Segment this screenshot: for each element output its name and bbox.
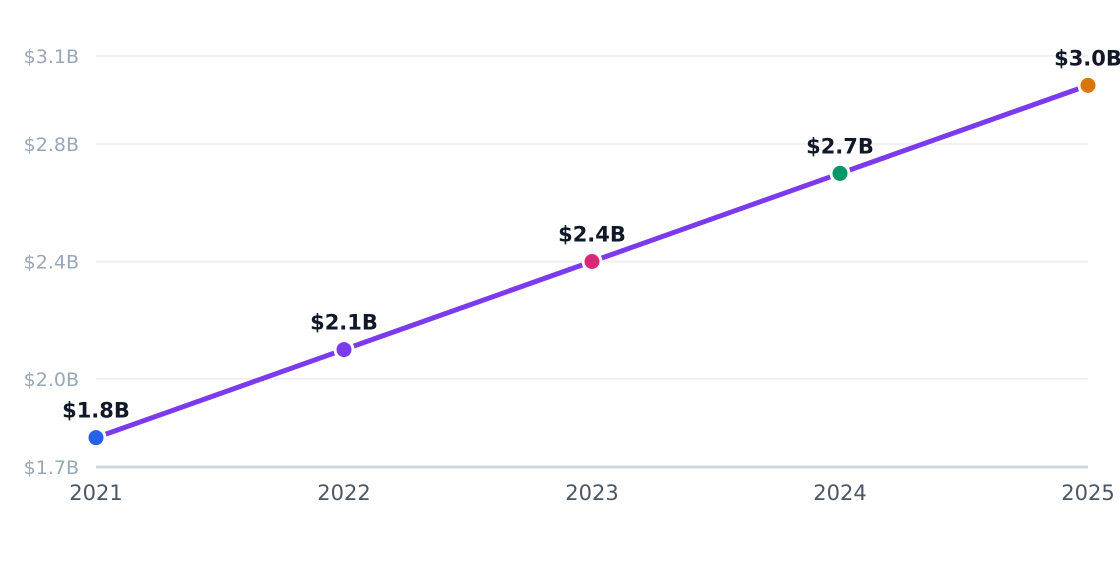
data-point	[333, 339, 355, 361]
x-axis-tick-label: 2025	[1061, 481, 1114, 505]
data-label: $2.1B	[310, 311, 378, 335]
data-point	[85, 427, 107, 449]
label-layer: $1.8B $2.1B $2.4B $2.7B $3.0B	[62, 46, 1120, 422]
data-point	[581, 251, 603, 272]
y-axis-tick-label: $2.4B	[24, 252, 79, 274]
data-label: $1.8B	[62, 399, 130, 423]
y-axis-tick-label: $2.0B	[24, 369, 79, 391]
series-layer	[85, 74, 1099, 449]
axis-layer: $1.7B $2.0B $2.4B $2.8B $3.1B 2021 2022 2023 202…	[24, 46, 1115, 505]
data-point	[829, 162, 851, 184]
grid-layer	[96, 55, 1088, 380]
data-point	[1077, 74, 1099, 96]
data-label: $3.0B	[1054, 46, 1120, 70]
x-axis-tick-label: 2023	[565, 481, 618, 505]
x-axis-tick-label: 2022	[317, 481, 370, 505]
data-label: $2.7B	[806, 134, 874, 158]
y-axis-tick-label: $1.7B	[24, 457, 79, 479]
data-label: $2.4B	[558, 223, 626, 247]
y-axis-tick-label: $3.1B	[24, 46, 79, 68]
x-axis-tick-label: 2021	[69, 481, 122, 505]
y-axis-tick-label: $2.8B	[24, 134, 79, 156]
x-axis-tick-label: 2024	[813, 481, 866, 505]
